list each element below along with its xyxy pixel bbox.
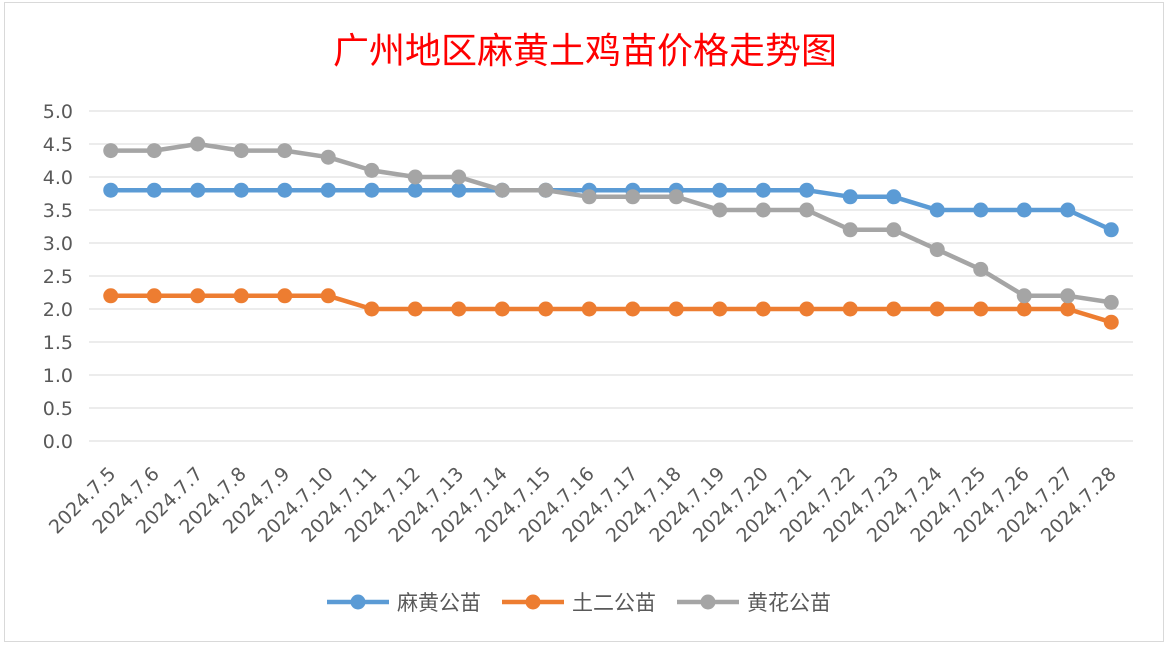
y-axis-ticks: 0.0 0.5 1.0 1.5 2.0 2.5 3.0 3.5 4.0 4.5 5.0 xyxy=(43,101,73,453)
data-point xyxy=(755,301,771,317)
data-point xyxy=(1016,202,1032,218)
legend: 麻黄公苗 土二公苗 黄花公苗 xyxy=(327,591,831,615)
data-point xyxy=(233,143,249,159)
data-point xyxy=(233,288,249,304)
y-tick-label: 4.0 xyxy=(43,167,73,189)
data-point xyxy=(581,301,597,317)
data-point xyxy=(886,189,902,205)
data-point xyxy=(1103,222,1119,238)
y-tick-label: 3.5 xyxy=(43,200,73,222)
data-point xyxy=(625,301,641,317)
data-point xyxy=(755,202,771,218)
data-point xyxy=(190,136,206,152)
data-point xyxy=(451,301,467,317)
data-point xyxy=(320,182,336,198)
data-point xyxy=(451,182,467,198)
legend-swatch-marker xyxy=(700,594,716,610)
legend-item: 黄花公苗 xyxy=(677,591,831,615)
legend-item: 麻黄公苗 xyxy=(327,591,481,615)
data-point xyxy=(886,222,902,238)
data-point xyxy=(973,301,989,317)
data-point xyxy=(277,143,293,159)
y-tick-label: 2.0 xyxy=(43,299,73,321)
data-point xyxy=(407,169,423,185)
data-point xyxy=(277,182,293,198)
data-point xyxy=(712,202,728,218)
y-tick-label: 4.5 xyxy=(43,134,73,156)
data-point xyxy=(451,169,467,185)
data-point xyxy=(799,182,815,198)
y-tick-label: 3.0 xyxy=(43,233,73,255)
data-point xyxy=(712,301,728,317)
data-point xyxy=(712,182,728,198)
data-point xyxy=(364,182,380,198)
data-point xyxy=(842,222,858,238)
data-point xyxy=(146,143,162,159)
data-point xyxy=(277,288,293,304)
line-chart: 广州地区麻黄土鸡苗价格走势图 0.0 0.5 1.0 1.5 2.0 2.5 3.0 3.5 4… xyxy=(43,31,1133,615)
legend-label: 黄花公苗 xyxy=(747,591,831,615)
data-point xyxy=(755,182,771,198)
data-point xyxy=(929,202,945,218)
legend-swatch-marker xyxy=(350,594,366,610)
data-point xyxy=(103,182,119,198)
data-point xyxy=(494,182,510,198)
y-tick-label: 1.0 xyxy=(43,365,73,387)
data-point xyxy=(886,301,902,317)
data-point xyxy=(407,301,423,317)
data-point xyxy=(364,162,380,178)
data-point xyxy=(146,288,162,304)
data-point xyxy=(494,301,510,317)
data-point xyxy=(103,288,119,304)
data-point xyxy=(1016,288,1032,304)
series-group xyxy=(103,136,1119,310)
data-point xyxy=(320,149,336,165)
y-tick-label: 0.0 xyxy=(43,431,73,453)
data-point xyxy=(799,202,815,218)
y-tick-label: 2.5 xyxy=(43,266,73,288)
legend-label: 土二公苗 xyxy=(572,591,656,615)
data-point xyxy=(842,189,858,205)
chart-title: 广州地区麻黄土鸡苗价格走势图 xyxy=(333,31,837,72)
data-point xyxy=(842,301,858,317)
data-point xyxy=(103,143,119,159)
data-point xyxy=(190,182,206,198)
data-point xyxy=(1103,314,1119,330)
data-point xyxy=(364,301,380,317)
data-point xyxy=(538,182,554,198)
data-point xyxy=(668,301,684,317)
x-axis-ticks: 2024.7.52024.7.62024.7.72024.7.82024.7.9… xyxy=(45,463,1121,547)
series-line xyxy=(108,141,1114,305)
y-tick-label: 1.5 xyxy=(43,332,73,354)
data-point xyxy=(320,288,336,304)
data-point xyxy=(407,182,423,198)
data-point xyxy=(1060,288,1076,304)
y-tick-label: 5.0 xyxy=(43,101,73,123)
series-group xyxy=(103,182,1119,238)
data-point xyxy=(668,189,684,205)
legend-swatch-marker xyxy=(525,594,541,610)
legend-item: 土二公苗 xyxy=(502,591,656,615)
data-point xyxy=(1103,294,1119,310)
data-point xyxy=(973,261,989,277)
series-group xyxy=(103,288,1119,330)
y-tick-label: 0.5 xyxy=(43,398,73,420)
data-point xyxy=(625,189,641,205)
chart-area: 广州地区麻黄土鸡苗价格走势图 0.0 0.5 1.0 1.5 2.0 2.5 3.0 3.5 4… xyxy=(4,2,1164,642)
data-point xyxy=(929,242,945,258)
data-point xyxy=(190,288,206,304)
data-point xyxy=(538,301,554,317)
data-point xyxy=(1060,301,1076,317)
data-point xyxy=(973,202,989,218)
gridlines xyxy=(89,110,1133,442)
data-point xyxy=(146,182,162,198)
data-point xyxy=(233,182,249,198)
data-point xyxy=(929,301,945,317)
series-lines xyxy=(103,136,1119,330)
data-point xyxy=(1016,301,1032,317)
data-point xyxy=(799,301,815,317)
legend-label: 麻黄公苗 xyxy=(397,591,481,615)
data-point xyxy=(581,189,597,205)
data-point xyxy=(1060,202,1076,218)
